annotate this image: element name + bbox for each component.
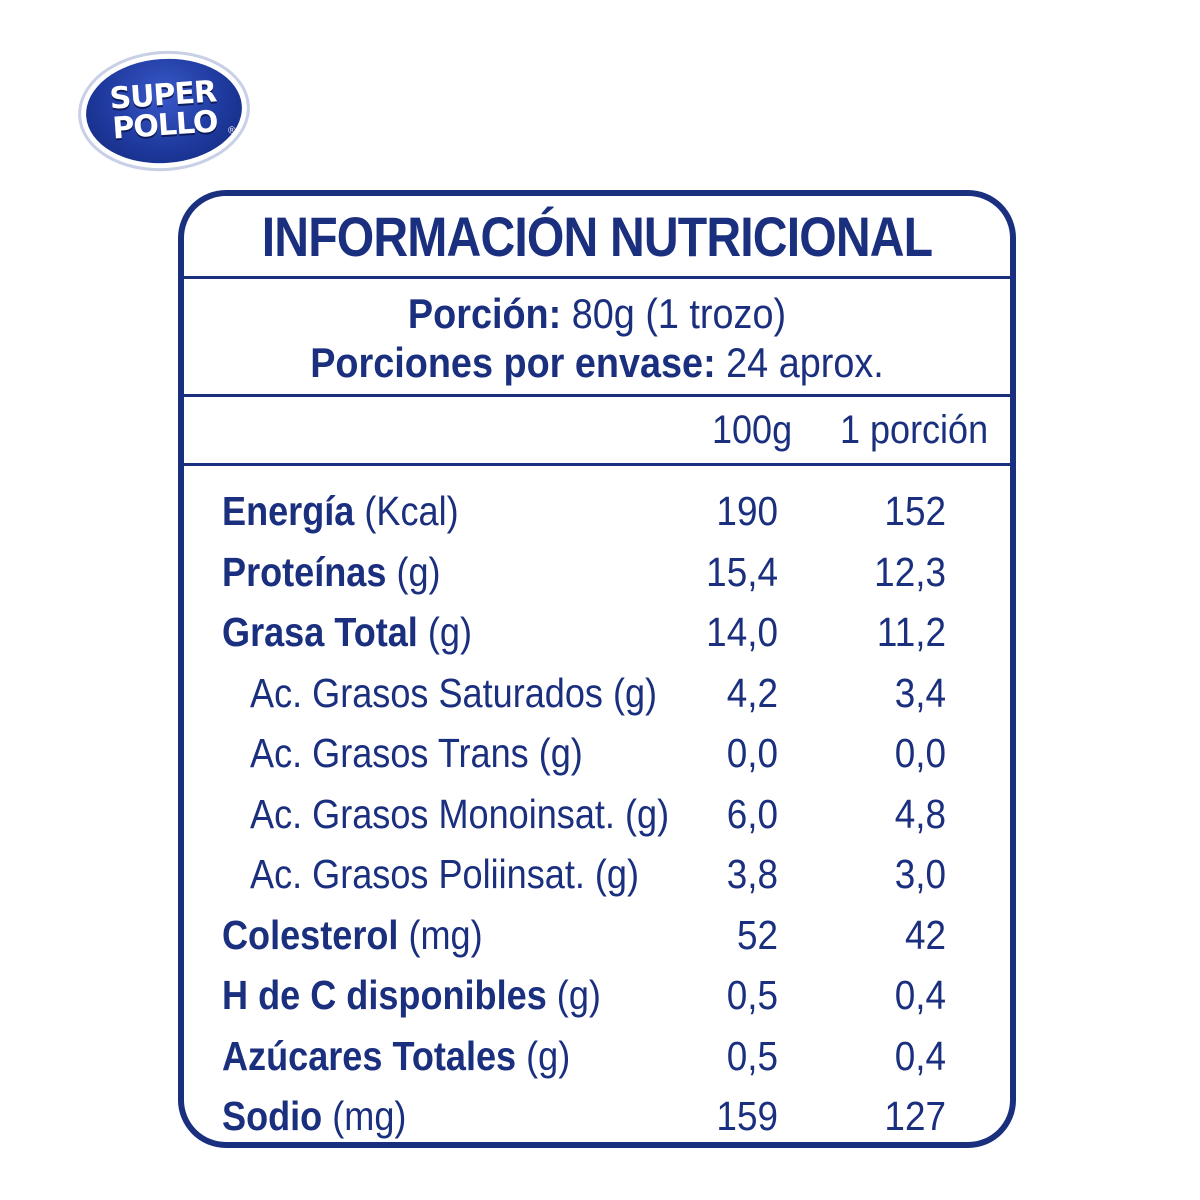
nutrient-label: Ac. Grasos Trans (g) xyxy=(250,730,583,776)
nutrient-label: Grasa Total (g) xyxy=(222,604,472,660)
nutrient-unit: (mg) xyxy=(332,1093,407,1139)
value-portion: 0,0 xyxy=(894,730,946,776)
nutrient-name: H de C disponibles xyxy=(222,972,547,1018)
nutrient-name: Azúcares Totales xyxy=(222,1032,517,1079)
value-portion: 3,0 xyxy=(894,851,946,897)
value-100g: 0,5 xyxy=(726,972,778,1018)
serving-size-label: Porción: xyxy=(407,290,562,337)
value-portion: 4,8 xyxy=(894,790,946,837)
divider-header xyxy=(184,463,1010,466)
nutrient-row: Proteínas (g) 15,4 12,3 xyxy=(184,544,1010,605)
nutrient-unit: (Kcal) xyxy=(364,488,459,534)
value-portion: 127 xyxy=(884,1093,946,1139)
value-100g: 190 xyxy=(716,488,778,534)
nutrient-label: Ac. Grasos Monoinsat. (g) xyxy=(250,790,670,837)
nutrient-label: Proteínas (g) xyxy=(222,544,441,600)
value-portion: 152 xyxy=(884,488,946,534)
servings-per-container: Porciones por envase: 24 aprox. xyxy=(225,339,968,387)
nutrient-name: Colesterol xyxy=(222,911,399,958)
nutrient-name: Grasa Total xyxy=(222,609,418,655)
value-100g: 0,0 xyxy=(726,730,778,776)
value-portion: 0,4 xyxy=(894,1032,946,1079)
value-100g: 52 xyxy=(736,911,778,958)
registered-mark: ® xyxy=(227,125,236,137)
nutrient-label: Colesterol (mg) xyxy=(222,907,483,963)
nutrient-label: Ac. Grasos Saturados (g) xyxy=(250,669,658,716)
nutrient-subrow: Ac. Grasos Saturados (g) 4,2 3,4 xyxy=(184,665,1010,726)
nutrient-row: Azúcares Totales (g) 0,5 0,4 xyxy=(184,1028,1010,1089)
nutrient-label: H de C disponibles (g) xyxy=(222,967,601,1023)
value-100g: 15,4 xyxy=(706,548,778,595)
nutrient-row: Colesterol (mg) 52 42 xyxy=(184,907,1010,968)
nutrient-subrow: Ac. Grasos Poliinsat. (g) 3,8 3,0 xyxy=(184,846,1010,907)
value-100g: 0,5 xyxy=(726,1032,778,1079)
value-100g: 6,0 xyxy=(726,790,778,837)
nutrient-label: Energía (Kcal) xyxy=(222,483,459,539)
nutrition-panel: INFORMACIÓN NUTRICIONAL Porción: 80g (1 … xyxy=(178,190,1016,1148)
serving-size-value: 80g (1 trozo) xyxy=(571,290,787,337)
nutrient-table: Energía (Kcal) 190 152 Proteínas (g) 15,… xyxy=(184,483,1010,1149)
column-header-portion: 1 porción xyxy=(840,408,989,452)
value-portion: 0,4 xyxy=(894,972,946,1018)
nutrient-name: Sodio xyxy=(222,1093,323,1139)
nutrient-name: Energía xyxy=(222,488,355,534)
column-header-100g: 100g xyxy=(712,408,793,452)
nutrient-unit: (g) xyxy=(427,609,472,655)
servings-per-container-label: Porciones por envase: xyxy=(310,339,716,386)
divider-title xyxy=(184,276,1010,279)
value-100g: 14,0 xyxy=(706,609,778,655)
nutrient-unit: (g) xyxy=(396,548,441,595)
value-100g: 3,8 xyxy=(726,851,778,897)
panel-title: INFORMACIÓN NUTRICIONAL xyxy=(261,205,933,268)
logo-line-2: POLLO xyxy=(111,104,219,147)
nutrient-row: H de C disponibles (g) 0,5 0,4 xyxy=(184,967,1010,1028)
nutrient-unit: (mg) xyxy=(408,911,483,958)
super-pollo-logo: SUPER POLLO ® xyxy=(82,53,246,169)
nutrient-unit: (g) xyxy=(526,1032,571,1079)
value-100g: 159 xyxy=(716,1093,778,1139)
nutrient-subrow: Ac. Grasos Trans (g) 0,0 0,0 xyxy=(184,725,1010,786)
nutrient-row: Sodio (mg) 159 127 xyxy=(184,1088,1010,1149)
divider-serving xyxy=(184,394,1010,397)
servings-per-container-value: 24 aprox. xyxy=(726,339,884,386)
nutrient-row: Energía (Kcal) 190 152 xyxy=(184,483,1010,544)
value-portion: 11,2 xyxy=(876,609,946,655)
value-portion: 3,4 xyxy=(894,669,946,716)
nutrient-subrow: Ac. Grasos Monoinsat. (g) 6,0 4,8 xyxy=(184,786,1010,847)
nutrient-label: Ac. Grasos Poliinsat. (g) xyxy=(250,851,639,897)
value-portion: 12,3 xyxy=(874,548,946,595)
value-portion: 42 xyxy=(904,911,946,958)
nutrient-label: Azúcares Totales (g) xyxy=(222,1028,570,1084)
nutrient-row: Grasa Total (g) 14,0 11,2 xyxy=(184,604,1010,665)
value-100g: 4,2 xyxy=(726,669,778,716)
nutrient-unit: (g) xyxy=(556,972,601,1018)
nutrient-label: Sodio (mg) xyxy=(222,1088,406,1144)
serving-size: Porción: 80g (1 trozo) xyxy=(225,290,968,338)
nutrient-name: Proteínas xyxy=(222,548,387,595)
